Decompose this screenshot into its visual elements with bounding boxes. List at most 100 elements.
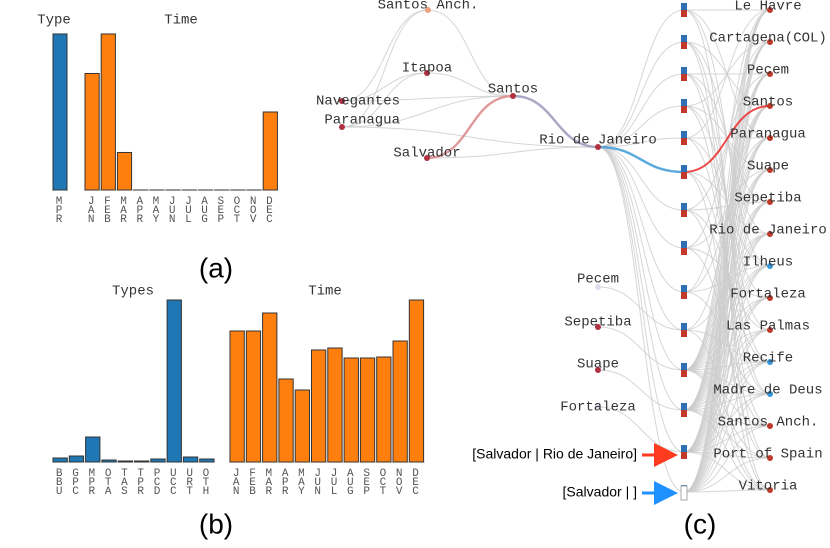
edge [683,9,771,411]
edge [683,201,771,453]
edge [597,146,685,453]
edge [683,9,771,453]
node [425,7,431,13]
node [510,93,516,99]
node [595,367,601,373]
node-label: Cartagena(COL) [709,31,827,47]
node [595,324,601,330]
edge [597,369,685,411]
flow-node [681,241,687,248]
node-label: Santos [743,95,793,111]
x-tick-label: BBU [53,468,65,495]
bar [68,455,85,463]
bar [294,389,311,463]
edge [683,297,771,411]
edge [683,329,771,453]
flow-node [681,410,687,417]
edge [597,105,685,148]
bar [245,330,262,463]
x-tick-label: JAN [85,196,97,223]
bar [199,458,215,463]
edge [341,9,429,128]
node [767,263,773,269]
annotation: [Salvador | Rio de Janeiro] [472,446,637,462]
edge [683,9,771,371]
edge [683,451,771,459]
edge [683,457,771,493]
bar [262,312,278,463]
edge [683,297,771,453]
x-tick-label: MAY [150,196,162,223]
x-tick-label: UCC [167,468,179,495]
x-tick-label: APR [134,196,146,223]
edge [683,9,771,293]
x-tick-label: FEB [247,468,259,495]
x-tick-label: NOV [393,468,405,495]
bar [182,456,199,463]
edge [683,233,771,411]
node-label: Suape [747,159,789,175]
x-tick-label: DEC [263,196,275,223]
edge [341,72,428,128]
x-tick-label: SEP [361,468,373,495]
bar [278,378,294,463]
edge [683,369,771,459]
chart-title: Type [37,13,71,29]
bar [408,299,425,463]
x-tick-label: FEB [101,196,113,223]
x-tick-label: URT [184,468,196,495]
node-label: Rio de Janeiro [539,133,657,149]
node-label: Madre de Deus [713,383,822,399]
node-label: Rio de Janeiro [709,223,827,239]
flow-node [681,445,687,452]
edge [683,369,771,427]
edge [683,169,771,493]
node-label: Itapoa [402,61,452,77]
flow-node [681,42,687,49]
x-tick-label: DEC [410,468,422,495]
edge [597,73,685,148]
node-label: Santos [488,82,538,98]
edge [341,126,599,148]
edge [683,297,771,493]
edge [683,41,771,249]
x-tick-label: NOV [247,196,259,223]
edge [597,41,685,148]
bar [116,151,133,191]
node-label: Le Havre [734,0,801,15]
x-tick-label: MPR [86,468,98,495]
edge [597,286,685,331]
x-tick-label: OCT [231,196,243,223]
x-tick-label: JUN [166,196,178,223]
x-tick-label: AUG [344,468,356,495]
flow-node [681,131,687,138]
edge [683,409,771,427]
node [767,231,773,237]
node [767,167,773,173]
node [339,98,345,104]
edge [597,146,685,411]
edge [683,361,771,411]
node-label: Pecem [577,272,619,288]
flow-node [681,99,687,106]
bar [85,436,101,463]
x-tick-label: AUG [199,196,211,223]
edge [683,105,771,331]
edge [683,361,771,453]
node-label: Sepetiba [564,315,631,331]
flow-node [681,165,687,172]
flow-node [681,74,687,81]
edge [597,9,685,148]
x-tick-label: JUL [182,196,194,223]
node [767,327,773,333]
panel-label: (a) [199,252,233,283]
edge [683,369,771,491]
x-tick-label: SEP [215,196,227,223]
node [424,70,430,76]
edge [683,73,771,411]
edge [683,265,771,453]
edge [427,9,514,97]
node-label: Sepetiba [734,191,801,207]
edges [341,9,771,493]
node [767,391,773,397]
